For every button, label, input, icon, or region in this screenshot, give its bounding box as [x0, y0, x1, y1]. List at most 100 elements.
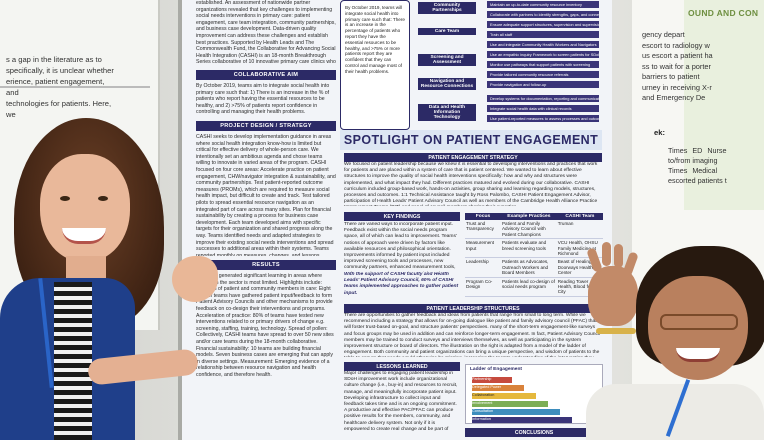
- framework-item: Provide navigation and follow-up: [487, 81, 599, 88]
- right-poster-line: escort to radiology w: [642, 40, 710, 50]
- ladder-graphic: Ladder of Engagement Partnership Delegat…: [465, 364, 603, 424]
- framework-item: Collaborate with partners to identify st…: [487, 11, 599, 18]
- framework-box: Community Partnerships: [418, 2, 476, 14]
- table-cell: Measurement Input: [465, 238, 501, 259]
- framework-item: Develop systems for documentation, repor…: [487, 95, 599, 102]
- hand-raised: [172, 256, 218, 302]
- smile: [676, 348, 720, 362]
- bracelet: [596, 328, 636, 334]
- results-paragraph: All teams generated significant learning…: [196, 273, 334, 378]
- conclusions-title: CONCLUSIONS: [465, 428, 603, 437]
- practices-table: Focus Example Practices CASHI Team Trust…: [465, 213, 603, 297]
- table-header: CASHI Team: [556, 213, 603, 220]
- table-cell: Trust and Transparency: [465, 220, 501, 240]
- table-cell: Patients evaluate and breed screening to…: [500, 238, 557, 259]
- finger: [602, 242, 611, 266]
- left-poster-line: technologies for patients. Here, we: [6, 99, 112, 119]
- cell: Times: [668, 146, 688, 155]
- cell: Nurse: [707, 146, 727, 155]
- lessons-title: LESSONS LEARNED: [344, 362, 460, 371]
- ladder-rung: Involvement: [472, 401, 548, 407]
- framework-item: Maintain an up-to-date community resourc…: [487, 1, 599, 8]
- right-poster-row: Times ED Nurse: [668, 146, 764, 156]
- findings-title: KEY FINDINGS: [344, 212, 460, 221]
- right-poster-panel: [684, 0, 764, 210]
- face: [648, 276, 748, 380]
- table-cell: Patients as Advocates, Outreach Workers …: [500, 257, 557, 278]
- cell: ED: [692, 146, 703, 155]
- table-header: Example Practices: [500, 213, 557, 220]
- right-poster-line: and Emergency De: [642, 93, 706, 102]
- framework-box: Data and Health Information Technology: [418, 104, 476, 121]
- framework-item: Use and integrate Community Health Worke…: [487, 41, 599, 48]
- aim-paragraph: By October 2019, teams aim to integrate …: [196, 83, 330, 116]
- glasses: [660, 314, 738, 330]
- spotlight-title: SPOTLIGHT ON PATIENT ENGAGEMENT: [343, 133, 599, 147]
- framework-box: Navigation and Resource Connections: [418, 78, 476, 90]
- structures-title: PATIENT LEADERSHIP STRUCTURES: [344, 304, 602, 313]
- cell: to/from imaging: [668, 156, 718, 165]
- poster-edge: [178, 0, 182, 440]
- framework-item: Integrate social health data with clinic…: [487, 105, 599, 112]
- right-poster-line: ss to wait for a porter: [642, 61, 712, 71]
- table-cell: Patients lead co-design of social needs …: [500, 277, 557, 297]
- framework-item: Use patient-reported measures to assess …: [487, 115, 599, 122]
- framework-item: Ensure adequate support structures, supe…: [487, 21, 599, 28]
- table-row: Measurement Input Patients evaluate and b…: [465, 238, 603, 259]
- eye: [98, 196, 108, 201]
- results-title: RESULTS: [196, 260, 336, 270]
- right-poster-line: us escort a patient ha: [642, 51, 713, 60]
- right-poster-line: barriers to patient: [642, 72, 700, 81]
- ladder-rung: Delegated Power: [472, 385, 524, 391]
- strategy-paragraph: We focused on patient leadership because…: [344, 162, 598, 206]
- intro-paragraph: established. An assessment of nationwide…: [196, 0, 336, 66]
- framework-item: Monitor use pathways that support patien…: [487, 61, 599, 68]
- ladder-rung: Information: [472, 417, 572, 423]
- right-poster-header: OUND AND CON: [688, 8, 759, 18]
- framework-box: Care Team: [418, 28, 476, 35]
- right-poster-row: to/from imaging: [668, 156, 764, 166]
- right-poster-row: escorted patients t: [668, 176, 764, 186]
- right-poster: OUND AND CON: [632, 0, 764, 440]
- spotlight-banner: SPOTLIGHT ON PATIENT ENGAGEMENT: [340, 130, 602, 150]
- framework-item: Use an empathic inquiry Framework to scr…: [487, 51, 599, 58]
- finger: [622, 251, 639, 277]
- framework-box: Screening and Assessment: [418, 54, 476, 66]
- right-poster-table: Times ED Nurse to/from imaging Times Medica…: [668, 146, 764, 186]
- finger: [614, 244, 623, 268]
- structures-paragraph: There are opportunities to gather feedba…: [344, 313, 601, 357]
- eye: [60, 196, 70, 201]
- table-row: Trust and Transparency Patient and Family…: [465, 220, 603, 240]
- ladder-rung: Consultation: [472, 409, 560, 415]
- hand-waving: [586, 242, 639, 326]
- table-cell: Patient and Family Advisory Council with…: [500, 220, 557, 240]
- cell: escorted patients t: [668, 176, 727, 185]
- smile: [62, 228, 106, 244]
- framework-item: Provide tailored community resource refe…: [487, 71, 599, 78]
- design-title: PROJECT DESIGN / STRATEGY: [196, 121, 336, 131]
- findings-paragraph: There are varied ways to incorporate pat…: [344, 222, 457, 272]
- aim-callout-box: By October 2019, teams will integrate so…: [340, 0, 410, 130]
- face: [40, 154, 130, 262]
- striped-shirt: [54, 282, 92, 440]
- right-poster-line: gency depart: [642, 30, 685, 39]
- table-header: Focus: [465, 213, 501, 220]
- right-poster-text: gency depart escort to radiology w us es…: [642, 30, 764, 104]
- table-cell: Truman: [556, 220, 603, 240]
- right-poster-row: Times Medical: [668, 166, 764, 176]
- left-poster-line: s a gap in the literature as to: [6, 55, 102, 64]
- table-cell: Leadership: [465, 257, 501, 278]
- ladder-rung: Collaboration: [472, 393, 536, 399]
- cell: Medical: [692, 166, 718, 175]
- right-poster-subheading: ek:: [654, 128, 665, 137]
- lessons-paragraph: Major challenges to engaging patient lea…: [344, 371, 458, 431]
- poster-left-column: established. An assessment of nationwide…: [196, 0, 336, 435]
- cell: Times: [668, 166, 688, 175]
- ladder-title: Ladder of Engagement: [470, 367, 522, 372]
- left-poster-rule: [0, 86, 150, 88]
- aim-title: COLLABORATIVE AIM: [196, 70, 336, 80]
- presenter-left: [0, 118, 230, 440]
- left-poster-line: specifically, it is unclear whether: [6, 66, 114, 75]
- findings-highlight: With the support of CASHI faculty and He…: [344, 272, 459, 296]
- framework-item: Train all staff: [487, 31, 599, 38]
